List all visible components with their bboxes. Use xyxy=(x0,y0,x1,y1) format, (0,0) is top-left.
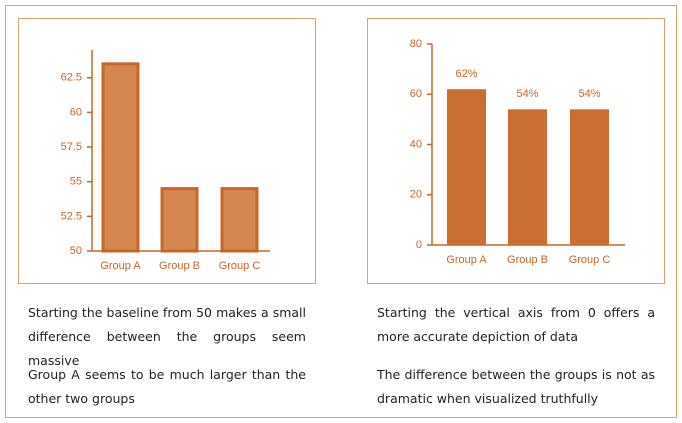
value-label: 54% xyxy=(578,88,600,100)
x-tick-label: Group C xyxy=(219,260,261,272)
bar xyxy=(101,62,140,253)
x-tick-label: Group B xyxy=(159,260,200,272)
y-tick-label: 80 xyxy=(410,38,422,50)
outer-frame xyxy=(5,5,677,418)
right-panel xyxy=(367,18,665,284)
y-tick-label: 0 xyxy=(416,239,422,251)
x-tick-label: Group A xyxy=(446,254,487,266)
value-label: 54% xyxy=(516,88,538,100)
x-tick-label: Group C xyxy=(569,254,611,266)
y-tick-label: 57.5 xyxy=(61,141,82,153)
note: Starting the baseline from 50 makes a sm… xyxy=(28,305,306,368)
bar xyxy=(220,187,259,253)
y-tick-label: 60 xyxy=(70,106,82,118)
y-tick-label: 40 xyxy=(410,138,422,150)
note: Starting the vertical axis from 0 offers… xyxy=(377,305,655,344)
y-tick-label: 50 xyxy=(70,245,82,257)
note: Group A seems to be much larger than the… xyxy=(28,367,306,406)
bar xyxy=(447,89,486,245)
y-tick-label: 55 xyxy=(70,176,82,188)
x-tick-label: Group B xyxy=(507,254,548,266)
bar xyxy=(570,109,609,245)
y-tick-label: 52.5 xyxy=(61,210,82,222)
bar xyxy=(508,109,547,245)
x-tick-label: Group A xyxy=(100,260,141,272)
y-tick-label: 20 xyxy=(410,189,422,201)
y-tick-label: 62.5 xyxy=(61,72,82,84)
y-tick-label: 60 xyxy=(410,88,422,100)
bar xyxy=(160,187,199,253)
value-label: 62% xyxy=(455,68,477,80)
left-panel xyxy=(18,18,316,284)
note: The difference between the groups is not… xyxy=(377,367,655,406)
